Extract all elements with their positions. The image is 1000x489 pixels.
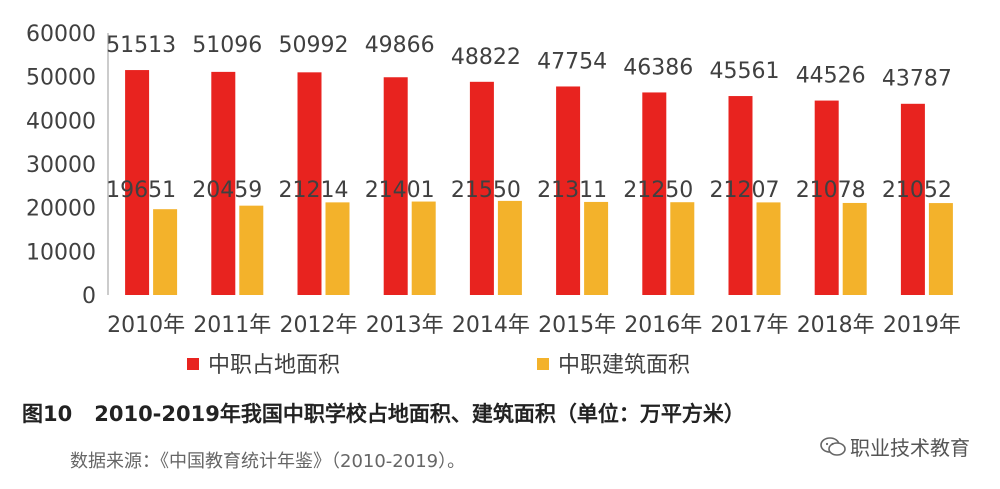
data-label-series-2: 21311 <box>537 178 607 203</box>
bar-series-1 <box>642 92 667 295</box>
x-tick-label: 2012年 <box>280 313 358 338</box>
data-label-series-1: 45561 <box>710 59 780 84</box>
bar-series-1 <box>728 96 753 296</box>
bar-series-2 <box>325 202 350 295</box>
data-label-series-1: 43787 <box>882 67 952 92</box>
x-tick-label: 2014年 <box>452 313 530 338</box>
data-label-series-1: 49866 <box>365 33 435 58</box>
bar-series-2 <box>239 205 264 295</box>
figure-caption: 图10 2010-2019年我国中职学校占地面积、建筑面积（单位：万平方米） <box>22 398 745 428</box>
x-axis: 2010年 2011年 2012年 2013年 2014年 2015年 2016年 2017年… <box>107 313 961 338</box>
data-label-series-2: 20459 <box>192 178 262 203</box>
wechat-icon <box>820 436 846 456</box>
data-label-series-1: 48822 <box>451 45 521 70</box>
data-label-series-2: 21250 <box>623 178 693 203</box>
x-tick-label: 2019年 <box>883 313 961 338</box>
legend-label-series-1: 中职占地面积 <box>208 353 340 378</box>
bar-series-2 <box>670 202 695 295</box>
legend-label-series-2: 中职建筑面积 <box>558 353 690 378</box>
bar-series-1 <box>211 71 236 295</box>
data-label-series-1: 47754 <box>537 49 607 74</box>
data-label-series-1: 50992 <box>279 33 349 58</box>
bar-series-2 <box>497 200 522 295</box>
data-label-series-2: 21214 <box>279 178 349 203</box>
x-tick-label: 2018年 <box>797 313 875 338</box>
data-label-series-2: 21401 <box>365 178 435 203</box>
data-label-series-1: 51096 <box>192 33 262 58</box>
y-tick-label: 10000 <box>26 240 96 265</box>
y-tick-label: 40000 <box>26 109 96 134</box>
data-label-series-2: 21052 <box>882 178 952 203</box>
watermark-text: 职业技术教育 <box>850 436 970 460</box>
data-label-series-1: 44526 <box>796 64 866 89</box>
figure-title: 2010-2019年我国中职学校占地面积、建筑面积（单位：万平方米） <box>94 402 745 426</box>
bar-series-1 <box>900 103 925 295</box>
bar-series-2 <box>928 203 953 295</box>
bar-series-2 <box>153 209 178 295</box>
y-axis: 0 10000 20000 30000 40000 50000 60000 <box>26 22 96 309</box>
bar-series-1 <box>297 72 322 295</box>
bar-series-1 <box>814 100 839 296</box>
legend-swatch-series-2 <box>537 358 549 370</box>
bar-series-1 <box>556 86 581 295</box>
bar-series-2 <box>842 202 867 295</box>
data-labels: 51513 19651 51096 20459 50992 21214 49866 21401… <box>106 33 952 203</box>
x-tick-label: 2016年 <box>624 313 702 338</box>
data-label-series-2: 19651 <box>106 178 176 203</box>
bar-series-1 <box>469 81 494 295</box>
x-tick-label: 2013年 <box>366 313 444 338</box>
y-tick-label: 50000 <box>26 66 96 91</box>
data-label-series-1: 51513 <box>106 33 176 58</box>
x-tick-label: 2011年 <box>193 313 271 338</box>
x-tick-label: 2010年 <box>107 313 185 338</box>
x-tick-label: 2015年 <box>538 313 616 338</box>
x-tick-label: 2017年 <box>711 313 789 338</box>
bar-series-1 <box>383 77 408 295</box>
bars <box>125 70 953 296</box>
y-tick-label: 60000 <box>26 22 96 47</box>
data-source: 数据来源：《中国教育统计年鉴》（2010-2019）。 <box>70 451 466 472</box>
data-label-series-2: 21078 <box>796 178 866 203</box>
y-tick-label: 0 <box>82 284 96 309</box>
y-tick-label: 20000 <box>26 197 96 222</box>
bar-series-2 <box>756 202 781 295</box>
bar-series-1 <box>125 70 150 295</box>
legend-swatch-series-1 <box>187 358 199 370</box>
y-tick-label: 30000 <box>26 153 96 178</box>
watermark: 职业技术教育 <box>820 432 970 461</box>
bar-series-2 <box>411 201 436 295</box>
data-label-series-2: 21207 <box>710 178 780 203</box>
figure-number: 图10 <box>22 402 73 426</box>
bar-chart: 0 10000 20000 30000 40000 50000 60000 51513 196… <box>26 22 961 378</box>
data-label-series-1: 46386 <box>623 55 693 80</box>
data-label-series-2: 21550 <box>451 178 521 203</box>
bar-series-2 <box>584 201 609 295</box>
legend: 中职占地面积 中职建筑面积 <box>187 353 690 378</box>
